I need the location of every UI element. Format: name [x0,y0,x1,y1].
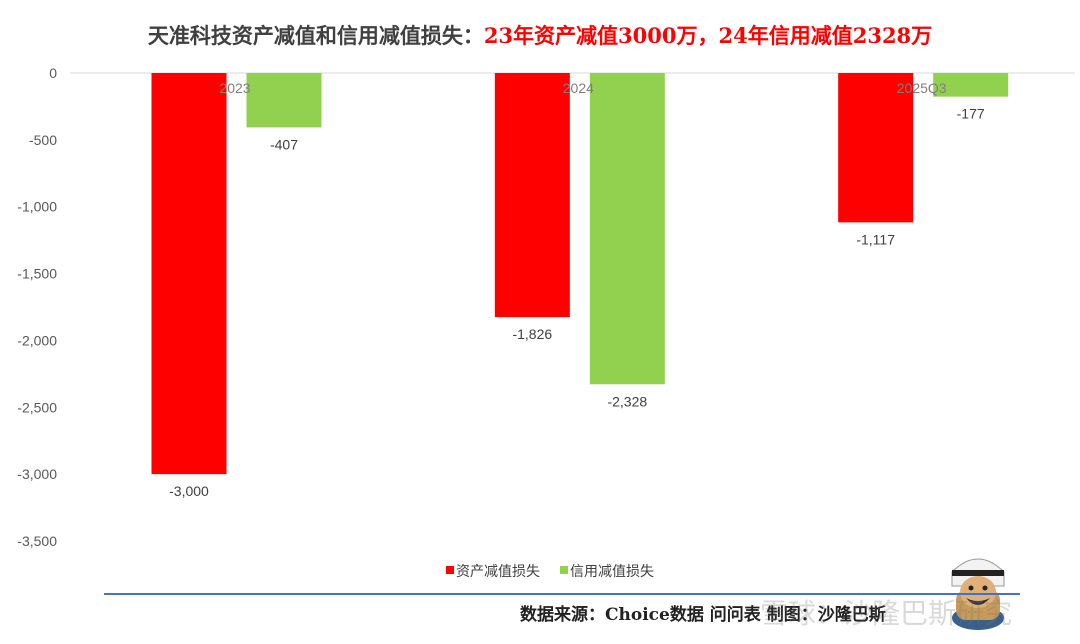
category-label: 2023 [219,80,250,96]
y-tick-label: 0 [49,65,57,81]
y-tick-label: -3,500 [17,533,57,549]
category-label: 2025Q3 [897,80,947,96]
y-tick-label: -2,000 [17,332,57,348]
data-label: -1,826 [512,326,552,342]
cartoon-character-icon [951,558,1005,630]
watermark: 雪球：沙隆巴斯研究 [760,597,1013,630]
data-source-note: 数据来源：Choice数据 问问表 制图：沙隆巴斯 [520,605,886,625]
axis-layer: 0 -500 -1,000 -1,500 -2,000 -2,500 -3,000 -3,50… [17,65,1075,549]
data-label: -3,000 [169,483,209,499]
bar-2023-0 [151,73,227,475]
chart-title-highlight: 23年资产减值3000万，24年信用减值2328万 [483,23,933,48]
y-tick-label: -2,500 [17,399,57,415]
legend-swatch [446,566,454,574]
bar-2025Q3-1 [933,73,1009,97]
bar-layer [151,73,1009,475]
bar-2024-1 [589,73,665,385]
legend-label: 资产减值损失 [456,563,540,579]
chart-title-part1: 天准科技资产减值和信用减值损失： [147,23,484,48]
data-label: -177 [957,106,985,122]
data-label: -2,328 [607,393,647,409]
legend-swatch [560,566,568,574]
y-tick-label: -1,000 [17,199,57,215]
category-label: 2024 [563,80,594,96]
legend: 资产减值损失 信用减值损失 [446,563,654,579]
bar-2023-1 [246,73,322,128]
data-label: -1,117 [856,231,895,247]
y-tick-label: -500 [29,132,57,148]
chart-title: 天准科技资产减值和信用减值损失：23年资产减值3000万，24年信用减值2328… [0,20,1080,50]
y-tick-label: -1,500 [17,266,57,282]
y-tick-label: -3,000 [17,466,57,482]
bar-2024-0 [494,73,570,318]
legend-label: 信用减值损失 [570,563,654,579]
label-layer: -3,000 -407 2023 -1,826 -2,328 2024 -1,117 -177… [169,80,985,499]
bar-2025Q3-0 [838,73,914,223]
footer-rule [104,593,1020,595]
data-label: -407 [270,136,298,152]
